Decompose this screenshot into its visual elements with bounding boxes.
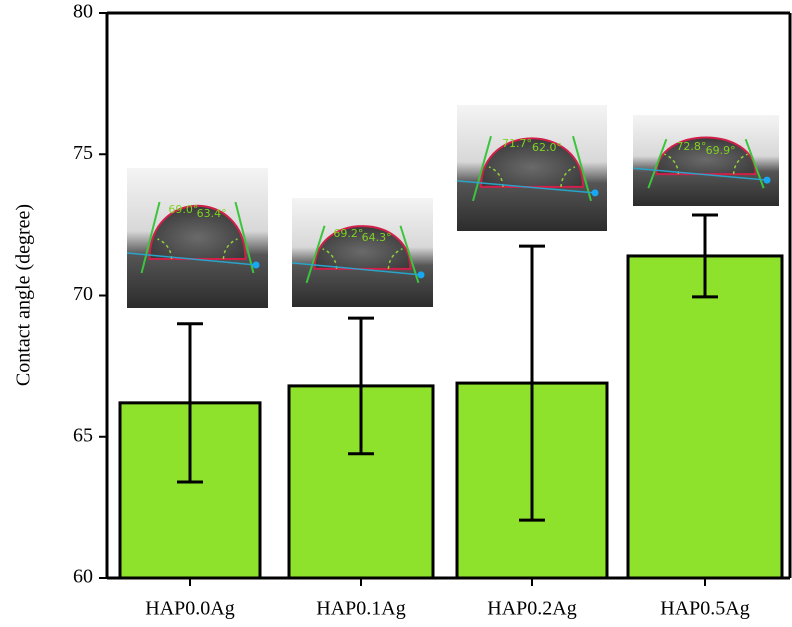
droplet-inset: 69.2°64.3°	[292, 198, 433, 307]
baseline-marker	[418, 271, 425, 278]
droplet-inset: 69.0°63.4°	[127, 168, 268, 308]
chart: Contact angle (degree) 69.0°63.4°69.2°64…	[0, 0, 792, 627]
angle-label: 69.0°	[168, 203, 198, 216]
x-tick-label: HAP0.0Ag	[145, 598, 234, 620]
angle-label: 71.7°	[502, 137, 532, 150]
angle-label: 69.9°	[706, 144, 736, 157]
y-tick-label: 80	[73, 1, 93, 23]
angle-label: 63.4°	[197, 207, 227, 220]
angle-label: 69.2°	[333, 227, 363, 240]
baseline-marker	[764, 177, 771, 184]
droplet-inset: 71.7°62.0°	[457, 105, 607, 231]
x-tick-label: HAP0.5Ag	[660, 598, 749, 620]
angle-label: 64.3°	[362, 231, 392, 244]
baseline-marker	[253, 262, 260, 269]
x-tick-label: HAP0.2Ag	[487, 598, 576, 620]
angle-label: 62.0°	[532, 141, 562, 154]
baseline-marker	[592, 189, 599, 196]
y-tick-label: 60	[73, 566, 93, 588]
y-tick-label: 70	[73, 283, 93, 305]
droplet-inset: 72.8°69.9°	[633, 115, 779, 206]
y-tick-label: 65	[73, 424, 93, 446]
y-tick-label: 75	[73, 142, 93, 164]
x-tick-label: HAP0.1Ag	[316, 598, 405, 620]
angle-label: 72.8°	[676, 140, 706, 153]
bar	[628, 256, 782, 578]
y-axis-label: Contact angle (degree)	[13, 204, 35, 386]
